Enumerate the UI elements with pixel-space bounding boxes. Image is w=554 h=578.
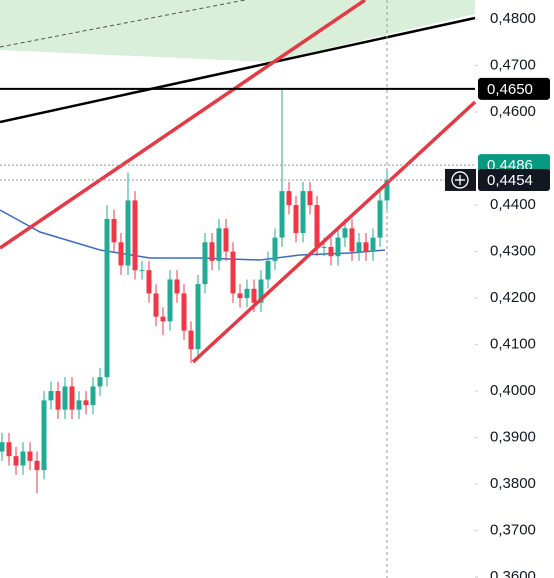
channel-upper	[0, 0, 366, 250]
y-tick-label: 0,3800	[490, 475, 536, 492]
candle-body	[76, 400, 82, 410]
y-tick-label: 0,4700	[490, 57, 536, 74]
candle-body	[174, 279, 180, 294]
y-tick-label: 0,4100	[490, 336, 536, 353]
candle-body	[356, 242, 362, 252]
candle-body	[146, 270, 152, 294]
candles	[0, 88, 390, 494]
candle-body	[300, 191, 306, 233]
candle-body	[258, 279, 264, 303]
candle-body	[363, 242, 369, 252]
candle-body	[167, 279, 173, 322]
candle-body	[321, 246, 327, 248]
candle-body	[286, 191, 292, 206]
y-tick-label: 0,4200	[490, 289, 536, 306]
candle-body	[230, 251, 236, 294]
candle-body	[251, 288, 257, 303]
candle-body	[188, 330, 194, 350]
candle-body	[279, 191, 285, 238]
candle-body	[125, 200, 131, 266]
candle-body	[244, 288, 250, 299]
candle-body	[328, 246, 334, 257]
candle-body	[0, 442, 5, 452]
candle-body	[132, 200, 138, 271]
candle-body	[62, 386, 68, 410]
y-tick-label: 0,3600	[490, 568, 536, 578]
candle-body	[265, 260, 271, 280]
candle-body	[377, 200, 383, 238]
candle-body	[370, 237, 376, 252]
candle-body	[34, 460, 40, 471]
candle-body	[384, 179, 390, 201]
trendline	[0, 16, 476, 124]
price-label-box	[478, 168, 550, 191]
price-axis: 0,3600 0,3700 0,3800 0,3900 0,4000 0,4100 0,42…	[475, 10, 536, 578]
crosshair-button[interactable]	[451, 171, 469, 189]
y-tick-label: 0,3900	[490, 429, 536, 446]
candle-body	[307, 191, 313, 206]
candle-body	[272, 237, 278, 261]
y-tick-label: 0,4000	[490, 382, 536, 399]
candle-body	[153, 293, 159, 317]
candle-body	[55, 391, 61, 410]
candle-body	[349, 228, 355, 252]
candle-body	[27, 451, 33, 461]
candle-body	[335, 237, 341, 257]
y-tick-label: 0,4300	[490, 243, 536, 260]
price-label: 0,4650	[487, 81, 533, 98]
candle-body	[314, 205, 320, 247]
candle-body	[111, 219, 117, 243]
candle-body	[90, 386, 96, 406]
candle-body	[216, 228, 222, 261]
crosshair-plus	[455, 174, 465, 185]
candle-body	[139, 270, 145, 272]
y-tick-label: 0,3700	[490, 522, 536, 539]
candle-body	[195, 284, 201, 350]
y-tick-label: 0,4800	[490, 10, 536, 27]
price-label: 0,4454	[487, 172, 533, 189]
candle-body	[160, 316, 166, 322]
y-tick-label: 0,4600	[490, 103, 536, 120]
channel-lower	[191, 100, 477, 364]
candle-body	[209, 242, 215, 261]
candle-body	[20, 451, 26, 466]
candle-body	[13, 456, 19, 466]
candle-body	[41, 400, 47, 471]
zone	[0, 0, 475, 62]
y-tick-label: 0,4400	[490, 196, 536, 213]
candle-body	[118, 242, 124, 266]
candle-body	[202, 242, 208, 285]
candle-body	[342, 228, 348, 238]
candle-body	[48, 391, 54, 401]
candle-body	[6, 442, 12, 457]
moving-average	[0, 209, 386, 261]
candle-body	[293, 205, 299, 233]
candle-body	[83, 400, 89, 406]
candle-body	[97, 377, 103, 387]
candle-body	[104, 219, 110, 378]
candle-body	[69, 386, 75, 410]
price-label-box	[478, 77, 550, 100]
candle-body	[181, 293, 187, 331]
candle-body	[223, 228, 229, 252]
candle-body	[237, 293, 243, 299]
